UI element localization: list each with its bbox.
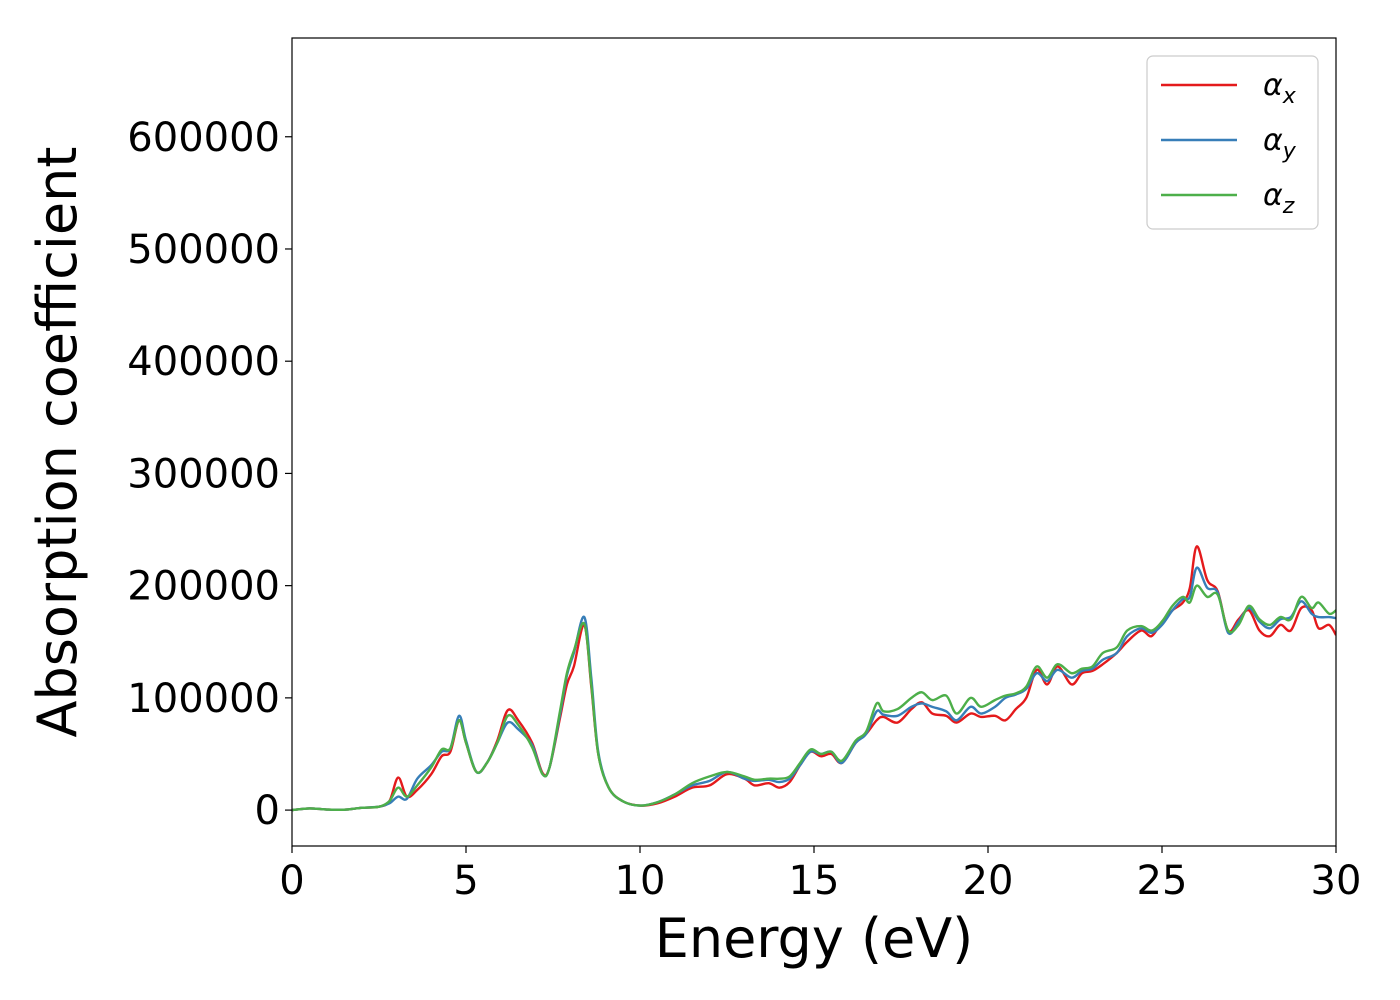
x-tick-label: 5: [453, 858, 478, 904]
legend-label-subscript: z: [1282, 194, 1295, 219]
y-tick-label: 500000: [127, 227, 280, 273]
legend-label-x: αx: [1263, 68, 1297, 109]
y-tick-label: 200000: [127, 564, 280, 610]
y-tick-label: 300000: [127, 451, 280, 497]
y-tick-label: 600000: [127, 115, 280, 161]
series-line-z: [292, 584, 1336, 812]
series-line-y: [292, 566, 1336, 812]
y-axis-label: Absorption coefficient: [26, 147, 89, 738]
legend-label-symbol: α: [1263, 123, 1283, 158]
y-axis: 0 100000 200000 300000 400000 500000 600000: [127, 115, 292, 834]
legend-label-symbol: α: [1263, 68, 1283, 103]
x-tick-label: 0: [279, 858, 304, 904]
legend-label-symbol: α: [1263, 178, 1283, 213]
x-tick-label: 10: [615, 858, 666, 904]
series-layer: [292, 545, 1336, 812]
legend-box: [1146, 55, 1319, 230]
series-line-x: [292, 545, 1336, 812]
x-tick-label: 20: [963, 858, 1014, 904]
y-tick-label: 100000: [127, 676, 280, 722]
legend-label-z: αz: [1263, 178, 1295, 219]
x-tick-label: 30: [1311, 858, 1362, 904]
y-tick-label: 400000: [127, 339, 280, 385]
legend-label-subscript: y: [1282, 139, 1297, 164]
legend-label-y: αy: [1263, 123, 1297, 164]
legend-label-subscript: x: [1282, 84, 1297, 109]
x-axis: 0 5 10 15 20 25 30: [279, 846, 1361, 904]
y-tick-label: 0: [255, 788, 280, 834]
x-axis-label: Energy (eV): [655, 907, 974, 970]
x-tick-label: 25: [1137, 858, 1188, 904]
x-tick-label: 15: [789, 858, 840, 904]
